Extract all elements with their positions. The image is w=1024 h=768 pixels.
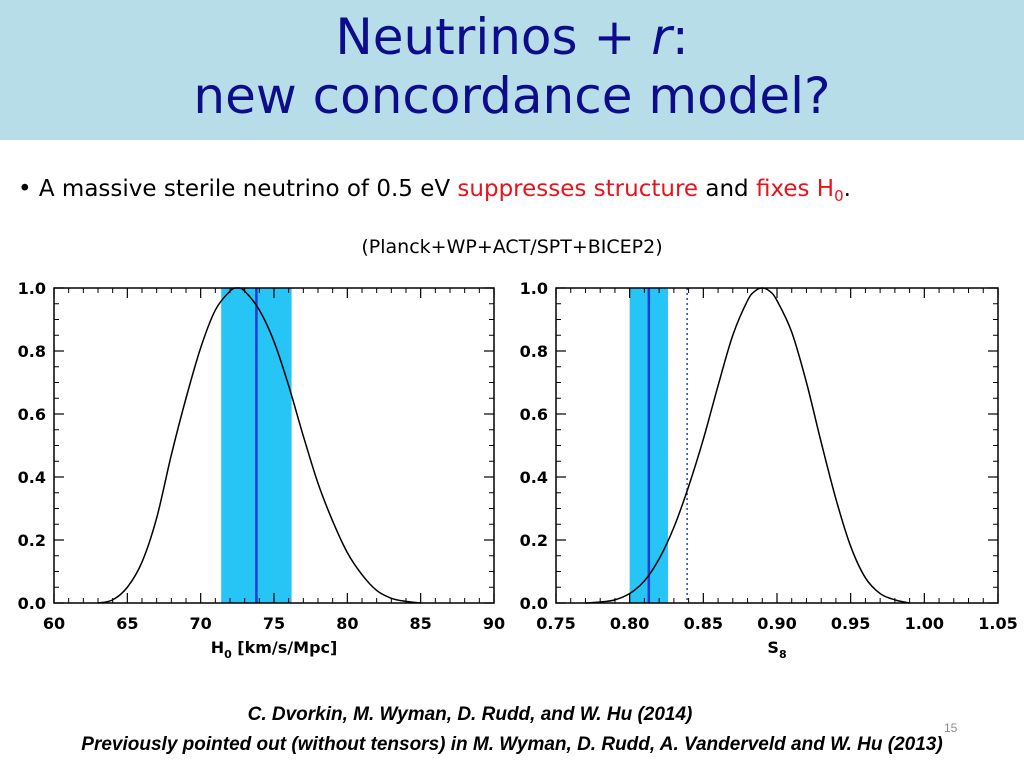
- chart1-xtick-label: 0.90: [757, 614, 796, 633]
- chart0-xlabel: H0 [km/s/Mpc]: [211, 638, 338, 661]
- chart1-ytick-label: 0.0: [520, 594, 548, 613]
- title-italic-r: r: [651, 8, 672, 66]
- chart0-ytick-label: 0.0: [18, 594, 46, 613]
- chart0-xtick-label: 75: [263, 614, 285, 633]
- bullet-text-1: A massive sterile neutrino of 0.5 eV: [38, 176, 458, 202]
- chart0-xlabel-unit: [km/s/Mpc]: [232, 638, 338, 657]
- page-number: 15: [944, 721, 958, 735]
- citation-previous: Previously pointed out (without tensors)…: [81, 734, 943, 755]
- chart0-ytick-label: 0.6: [18, 405, 46, 424]
- chart1-xtick-label: 0.75: [536, 614, 575, 633]
- chart1-xtick-label: 1.00: [905, 614, 944, 633]
- chart0-xtick-label: 70: [190, 614, 212, 633]
- chart1-xtick-label: 1.05: [978, 614, 1017, 633]
- chart0-xtick-label: 65: [116, 614, 138, 633]
- chart1-xlabel-sub: 8: [779, 648, 787, 661]
- h0-posterior-plot: 60 65 70 75 80 85 90 0.0 0.2 0.4 0.6 0.8 1.0 H0 [km/s…: [18, 279, 505, 661]
- title-main: Neutrinos +: [335, 8, 652, 66]
- chart0-xtick-label: 85: [410, 614, 432, 633]
- chart1-ytick-label: 0.8: [520, 342, 548, 361]
- chart0-xtick-label: 60: [43, 614, 65, 633]
- chart0-ytick-label: 0.8: [18, 342, 46, 361]
- chart1-ytick-label: 0.6: [520, 405, 548, 424]
- chart1-xtick-label: 0.80: [610, 614, 649, 633]
- bullet-highlight-2: fixes H0: [755, 176, 844, 205]
- bullet-highlight-1: suppresses structure: [457, 176, 699, 202]
- chart0-xlabel-sub: 0: [224, 648, 232, 661]
- citation-main: C. Dvorkin, M. Wyman, D. Rudd, and W. Hu…: [247, 704, 693, 725]
- bullet-highlight-2-sub: 0: [834, 187, 844, 205]
- chart1-xlabel-main: S: [767, 638, 779, 657]
- s8-posterior-plot: 0.75 0.80 0.85 0.90 0.95 1.00 1.05 0.0 0.2 0.4 0.6…: [520, 279, 1018, 661]
- chart0-xlabel-main: H: [211, 638, 224, 657]
- chart0-ytick-label: 0.4: [18, 468, 46, 487]
- dataset-note: (Planck+WP+ACT/SPT+BICEP2): [361, 236, 663, 258]
- bullet-marker: •: [18, 176, 39, 202]
- chart0-xtick-label: 90: [483, 614, 505, 633]
- chart1-plot-frame: [555, 287, 999, 604]
- title-colon: :: [671, 8, 689, 66]
- chart1-posterior-curve: [585, 287, 910, 604]
- chart0-ytick-label: 1.0: [18, 279, 46, 298]
- chart0-ytick-label: 0.2: [18, 531, 46, 550]
- chart1-xtick-label: 0.95: [831, 614, 870, 633]
- chart1-xtick-label: 0.85: [684, 614, 723, 633]
- bullet-text-2: and: [698, 176, 756, 202]
- bullet-point: • A massive sterile neutrino of 0.5 eV s…: [18, 176, 851, 205]
- chart1-xlabel: S8: [767, 638, 786, 661]
- page-title-line2: new concordance model?: [193, 67, 831, 125]
- chart1-ytick-label: 1.0: [520, 279, 548, 298]
- title-bar: [0, 0, 1024, 140]
- bullet-highlight-2-text: fixes H: [755, 176, 835, 202]
- chart1-ytick-label: 0.4: [520, 468, 548, 487]
- chart1-ytick-label: 0.2: [520, 531, 548, 550]
- bullet-text-3: .: [843, 176, 851, 202]
- chart0-xtick-label: 80: [336, 614, 358, 633]
- chart0-posterior-curve: [97, 287, 421, 604]
- page-title-line1: Neutrinos + r:: [0, 8, 1024, 66]
